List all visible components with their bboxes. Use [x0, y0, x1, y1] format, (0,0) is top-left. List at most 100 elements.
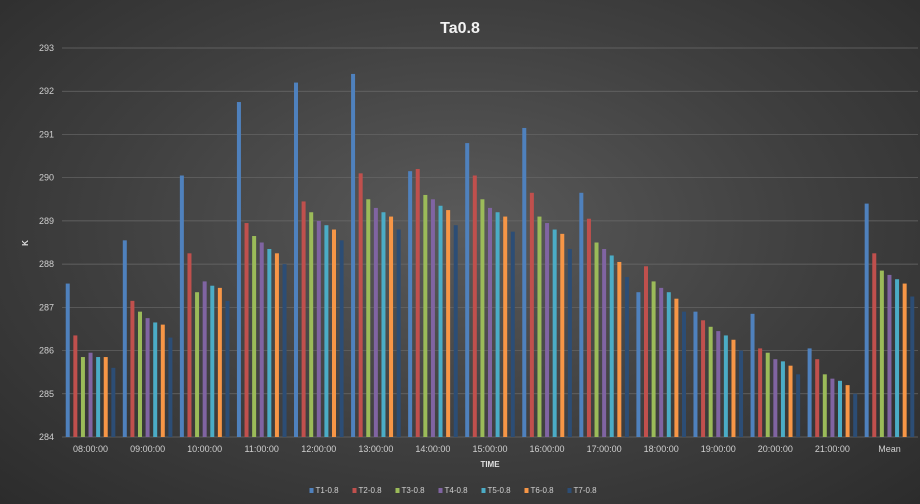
- bar-t4-0.8-5: [373, 207, 378, 437]
- bar-t7-0.8-9: [624, 277, 629, 437]
- x-tick-label: 17:00:00: [587, 444, 622, 454]
- x-tick-label: 20:00:00: [758, 444, 793, 454]
- bar-t3-0.8-2: [195, 292, 200, 437]
- y-tick-label: 287: [39, 302, 54, 312]
- bar-t6-0.8-3: [274, 253, 279, 437]
- y-tick-label: 286: [39, 346, 54, 356]
- legend-label: T3-0.8: [402, 486, 426, 495]
- bar-t4-0.8-13: [830, 378, 835, 437]
- bar-t1-0.8-14: [864, 203, 869, 437]
- bar-t4-0.8-11: [716, 331, 721, 437]
- legend-label: T2-0.8: [359, 486, 383, 495]
- bar-t1-0.8-9: [579, 192, 584, 437]
- bar-t2-0.8-2: [187, 253, 192, 437]
- bar-t4-0.8-2: [202, 281, 207, 437]
- bar-t5-0.8-12: [780, 361, 785, 437]
- bar-t5-0.8-1: [153, 322, 158, 437]
- y-axis-ticks: 284 285 286 287 288 289 290 291 292 293: [39, 43, 54, 442]
- bar-t4-0.8-7: [488, 207, 492, 437]
- bar-t3-0.8-0: [80, 357, 85, 437]
- chart-title: Ta0.8: [440, 20, 480, 37]
- legend: T1-0.8 T2-0.8 T3-0.8 T4-0.8 T5-0.8 T6-0.8 T7-0…: [309, 486, 598, 495]
- bar-t3-0.8-5: [366, 199, 371, 437]
- bar-t5-0.8-8: [552, 229, 557, 437]
- bar-t2-0.8-0: [73, 335, 78, 437]
- x-tick-label: 15:00:00: [472, 444, 507, 454]
- bar-t5-0.8-13: [838, 380, 842, 437]
- x-tick-label: 11:00:00: [245, 444, 279, 454]
- bar-t2-0.8-6: [415, 169, 420, 437]
- bar-t7-0.8-14: [910, 296, 915, 437]
- bar-t1-0.8-5: [351, 73, 356, 437]
- x-tick-label: 13:00:00: [358, 444, 393, 454]
- legend-swatch-t2-0.8: [352, 488, 357, 493]
- bar-t4-0.8-1: [145, 318, 150, 437]
- y-tick-label: 285: [39, 389, 54, 399]
- bar-t6-0.8-7: [503, 216, 508, 437]
- bar-t3-0.8-7: [480, 199, 485, 437]
- bar-t7-0.8-2: [225, 300, 230, 437]
- legend-label: T4-0.8: [445, 486, 469, 495]
- bar-t1-0.8-7: [465, 143, 470, 438]
- bar-t3-0.8-3: [252, 236, 257, 437]
- x-tick-label: 21:00:00: [815, 444, 850, 454]
- bar-t7-0.8-11: [739, 350, 744, 437]
- y-axis-label: K: [21, 240, 30, 246]
- x-axis-label: TIME: [480, 460, 500, 469]
- bar-t2-0.8-5: [358, 173, 363, 437]
- x-tick-label: 08:00:00: [73, 444, 108, 454]
- bar-t6-0.8-8: [560, 233, 565, 437]
- bar-t3-0.8-10: [651, 281, 656, 437]
- bar-t2-0.8-4: [301, 201, 306, 437]
- bar-t7-0.8-10: [682, 311, 686, 437]
- bar-t2-0.8-1: [130, 300, 135, 437]
- y-tick-label: 288: [39, 259, 54, 269]
- bar-t7-0.8-3: [282, 264, 287, 437]
- bar-t1-0.8-8: [522, 127, 527, 437]
- x-tick-label: 12:00:00: [301, 444, 336, 454]
- bar-t5-0.8-3: [267, 248, 272, 437]
- x-tick-label: 10:00:00: [187, 444, 222, 454]
- bar-t7-0.8-7: [510, 231, 515, 437]
- bar-t2-0.8-9: [586, 218, 591, 437]
- bar-t1-0.8-11: [693, 311, 698, 437]
- legend-label: T6-0.8: [531, 486, 555, 495]
- bar-t7-0.8-1: [168, 337, 173, 437]
- bar-t1-0.8-3: [236, 102, 241, 438]
- bar-t1-0.8-2: [179, 175, 184, 437]
- x-tick-label: 16:00:00: [530, 444, 565, 454]
- bar-t2-0.8-8: [529, 192, 534, 437]
- bar-t3-0.8-11: [708, 326, 713, 437]
- x-tick-label: 14:00:00: [415, 444, 450, 454]
- bar-t3-0.8-8: [537, 216, 542, 437]
- bar-t7-0.8-5: [396, 229, 401, 437]
- bar-t4-0.8-4: [316, 220, 321, 437]
- bar-t7-0.8-6: [453, 225, 458, 437]
- bar-t3-0.8-12: [765, 352, 770, 437]
- bar-t3-0.8-1: [138, 311, 142, 437]
- y-tick-label: 289: [39, 216, 54, 226]
- bar-t2-0.8-11: [701, 320, 706, 437]
- bar-t7-0.8-12: [796, 374, 801, 437]
- bar-t3-0.8-14: [879, 270, 884, 437]
- bar-t1-0.8-13: [807, 348, 812, 437]
- bar-t7-0.8-13: [853, 393, 858, 437]
- bar-t1-0.8-0: [65, 283, 70, 437]
- legend-swatch-t7-0.8: [567, 488, 572, 493]
- bar-t5-0.8-7: [495, 212, 500, 437]
- bar-t5-0.8-6: [438, 205, 443, 437]
- bar-t5-0.8-5: [381, 212, 386, 437]
- bar-t4-0.8-3: [259, 242, 264, 437]
- legend-label: T7-0.8: [574, 486, 598, 495]
- y-tick-label: 292: [39, 86, 54, 96]
- bar-t6-0.8-0: [103, 357, 108, 437]
- bar-t6-0.8-14: [902, 283, 907, 437]
- bar-t2-0.8-10: [644, 266, 648, 437]
- bar-t2-0.8-7: [472, 175, 477, 437]
- bar-t6-0.8-5: [389, 216, 394, 437]
- bar-t2-0.8-12: [758, 348, 763, 437]
- bar-t5-0.8-10: [666, 292, 671, 437]
- legend-swatch-t1-0.8: [309, 488, 314, 493]
- y-tick-label: 291: [39, 129, 54, 139]
